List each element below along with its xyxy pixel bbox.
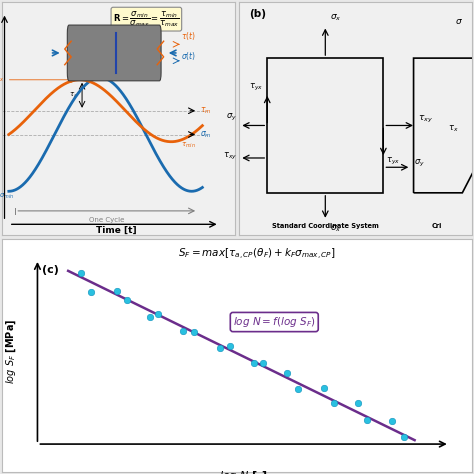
Point xyxy=(146,313,154,321)
Text: $\mathit{log\ N} = f(\mathit{log\ S_F})$: $\mathit{log\ N} = f(\mathit{log\ S_F})$ xyxy=(233,315,316,329)
Text: (b): (b) xyxy=(249,9,265,19)
Point xyxy=(354,399,362,407)
Point xyxy=(155,310,162,318)
Text: $\sigma_y$: $\sigma_y$ xyxy=(226,112,237,123)
Point xyxy=(78,269,85,277)
Text: $\mathit{log\ S_F}$ [MPa]: $\mathit{log\ S_F}$ [MPa] xyxy=(4,319,18,384)
Point xyxy=(191,328,198,336)
Point xyxy=(295,385,302,392)
Text: $\tau_{min}$: $\tau_{min}$ xyxy=(181,141,196,150)
Point xyxy=(87,288,94,295)
Point xyxy=(250,359,257,367)
Text: Standard Coordinate System: Standard Coordinate System xyxy=(272,223,379,228)
Text: $\mathbf{R} = \dfrac{\sigma_{min}}{\sigma_{max}} = \dfrac{\tau_{min}}{\tau_{max}: $\mathbf{R} = \dfrac{\sigma_{min}}{\sigm… xyxy=(113,9,180,29)
Text: $\sigma_{min}$: $\sigma_{min}$ xyxy=(0,191,14,201)
Point xyxy=(363,416,371,424)
Point xyxy=(259,359,266,367)
FancyBboxPatch shape xyxy=(67,25,161,81)
Point xyxy=(226,342,234,350)
Text: $\mathit{log\ N}$ [-]: $\mathit{log\ N}$ [-] xyxy=(219,470,268,474)
Text: $\tau_{max}$: $\tau_{max}$ xyxy=(0,75,5,84)
Point xyxy=(113,287,120,295)
Text: $\tau_{xy}$: $\tau_{xy}$ xyxy=(418,114,433,125)
Text: $\sigma_m$: $\sigma_m$ xyxy=(200,129,212,140)
Point xyxy=(330,399,338,407)
Text: $\tau_a$: $\tau_a$ xyxy=(69,91,78,100)
Point xyxy=(400,433,408,440)
Text: One Cycle: One Cycle xyxy=(89,217,124,223)
Text: $S_F = \mathit{max}[\tau_{a,CP}(\theta_F) + k_F\sigma_{max,CP}]$: $S_F = \mathit{max}[\tau_{a,CP}(\theta_F… xyxy=(178,247,336,262)
Point xyxy=(217,344,224,352)
Text: Time [t]: Time [t] xyxy=(96,226,137,235)
Point xyxy=(123,296,130,304)
Text: $\sigma_x$: $\sigma_x$ xyxy=(330,13,341,23)
Text: $\sigma_x$: $\sigma_x$ xyxy=(330,223,341,234)
Text: $\tau_{yx}$: $\tau_{yx}$ xyxy=(386,156,400,167)
Text: $\sigma(t)$: $\sigma(t)$ xyxy=(181,50,196,62)
Point xyxy=(180,328,187,335)
Text: $\tau_m$: $\tau_m$ xyxy=(200,106,212,116)
Text: $\tau(t)$: $\tau(t)$ xyxy=(181,30,196,42)
Text: $\tau_x$: $\tau_x$ xyxy=(448,123,459,134)
Text: Cri: Cri xyxy=(432,223,442,228)
Text: $\tau_{xy}$: $\tau_{xy}$ xyxy=(223,151,237,163)
Point xyxy=(320,384,328,392)
Point xyxy=(283,369,291,376)
Text: (c): (c) xyxy=(42,265,59,275)
Text: $\sigma_y$: $\sigma_y$ xyxy=(413,158,424,169)
Text: $\sigma$: $\sigma$ xyxy=(456,17,463,26)
Point xyxy=(388,417,395,424)
Text: $\tau_{yx}$: $\tau_{yx}$ xyxy=(248,82,263,93)
